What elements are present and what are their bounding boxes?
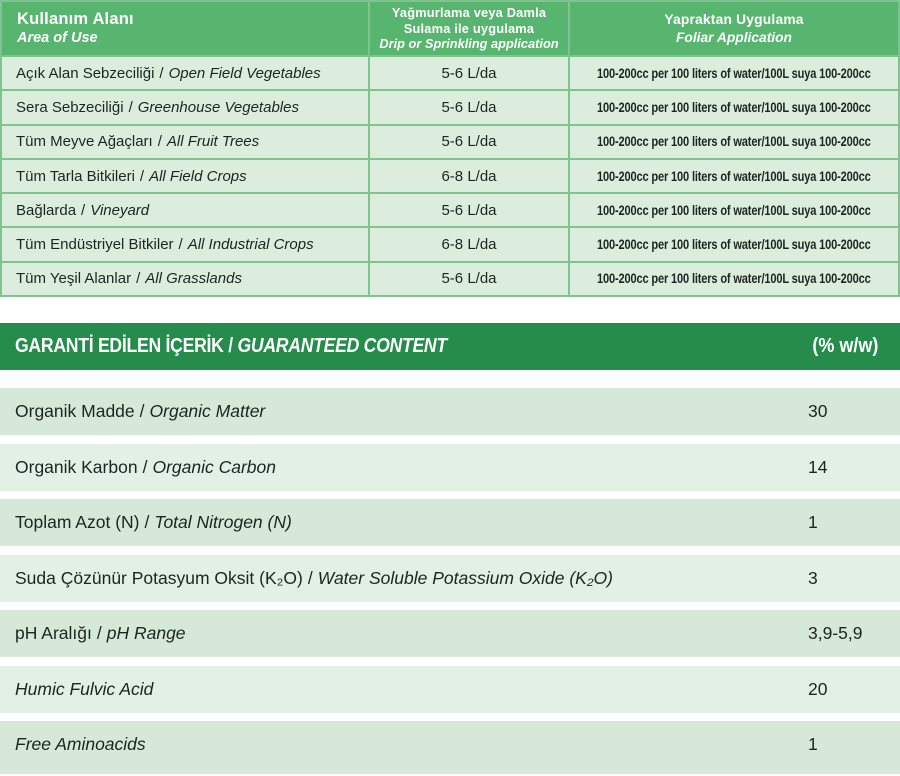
area-label-en: Vineyard (90, 201, 150, 219)
content-label-en: Organic Matter (149, 401, 266, 422)
area-label-tr: Tüm Meyve Ağaçları (16, 133, 153, 151)
content-row-total-nitrogen: Toplam Azot (N) / Total Nitrogen (N) 1 (0, 499, 900, 547)
content-value: 1 (808, 734, 818, 755)
usage-row-rate: 5-6 L/da (370, 194, 568, 227)
content-row-free-aminoacids: Free Aminoacids 1 (0, 721, 900, 775)
usage-header-area-en: Area of Use (17, 30, 98, 47)
area-label-tr: Tüm Tarla Bitkileri (16, 167, 135, 185)
content-row-organic-carbon: Organik Karbon / Organic Carbon 14 (0, 443, 900, 491)
content-unit: (% w/w) (811, 335, 878, 358)
separator: / (96, 623, 102, 644)
guaranteed-content-rows: Organik Madde / Organic Matter 30 Organik … (0, 388, 900, 775)
content-label-tr: Organik Madde (15, 401, 135, 422)
separator: / (307, 567, 313, 588)
foliar-dose-text: 100-200cc per 100 liters of water/100L s… (597, 202, 871, 218)
separator: / (159, 64, 164, 82)
guaranteed-content-header: GARANTİ EDİLEN İÇERİK / GUARANTEED CONTE… (0, 323, 900, 371)
foliar-dose-text: 100-200cc per 100 liters of water/100L s… (597, 237, 871, 253)
usage-row-rate: 5-6 L/da (370, 91, 568, 124)
usage-header-foliar-tr: Yapraktan Uygulama (664, 12, 804, 28)
content-row-humic-fulvic-acid: Humic Fulvic Acid 20 (0, 665, 900, 713)
usage-header-foliar: Yapraktan Uygulama Foliar Application (570, 2, 898, 55)
foliar-dose-text: 100-200cc per 100 liters of water/100L s… (597, 65, 871, 81)
separator: / (139, 167, 145, 185)
usage-header-drip-tr2: Sulama ile uygulama (403, 20, 535, 36)
content-row-potassium-oxide: Suda Çözünür Potasyum Oksit (K₂O) / Water … (0, 554, 900, 602)
foliar-dose-text: 100-200cc per 100 liters of water/100L s… (597, 168, 871, 184)
separator: / (81, 201, 86, 219)
content-label-en: Total Nitrogen (N) (154, 512, 292, 533)
usage-row-area: Sera Sebzeciliği / Greenhouse Vegetables (2, 91, 368, 124)
content-label-en: Free Aminoacids (15, 734, 146, 755)
usage-row-area: Açık Alan Sebzeciliği / Open Field Vegetab… (2, 57, 368, 90)
usage-row-foliar: 100-200cc per 100 liters of water/100L s… (570, 159, 898, 193)
usage-row-foliar: 100-200cc per 100 liters of water/100L s… (570, 125, 898, 158)
area-label-tr: Bağlarda (16, 201, 77, 219)
usage-row-foliar: 100-200cc per 100 liters of water/100L s… (570, 228, 898, 261)
area-label-tr: Tüm Yeşil Alanlar (16, 270, 132, 288)
content-label-en: Humic Fulvic Acid (15, 678, 154, 699)
content-value: 20 (808, 678, 828, 699)
content-value: 30 (808, 401, 828, 422)
content-label-tr: Toplam Azot (N) (15, 512, 140, 533)
content-label-tr: pH Aralığı (15, 623, 92, 644)
usage-header-area: Kullanım Alanı Area of Use (2, 2, 368, 55)
separator: / (157, 133, 162, 151)
usage-row-area: Tüm Tarla Bitkileri / All Field Crops (2, 159, 368, 193)
foliar-dose-text: 100-200cc per 100 liters of water/100L s… (597, 134, 871, 150)
usage-row-rate: 5-6 L/da (370, 262, 568, 296)
usage-row-rate: 5-6 L/da (370, 125, 568, 158)
usage-header-area-tr: Kullanım Alanı (17, 9, 134, 28)
separator: / (178, 236, 183, 254)
content-label-en: Organic Carbon (152, 456, 276, 477)
usage-row-area: Tüm Yeşil Alanlar / All Grasslands (2, 262, 368, 296)
content-value: 1 (808, 512, 818, 533)
area-label-en: Open Field Vegetables (168, 64, 321, 82)
usage-header-drip-en: Drip or Sprinkling application (379, 36, 559, 52)
separator: / (139, 401, 145, 422)
usage-row-rate: 5-6 L/da (370, 57, 568, 90)
content-row-ph-range: pH Aralığı / pH Range 3,9-5,9 (0, 610, 900, 658)
content-row-organic-matter: Organik Madde / Organic Matter 30 (0, 388, 900, 436)
area-label-en: All Industrial Crops (187, 236, 314, 254)
content-value: 3 (808, 567, 818, 588)
content-label-tr: Organik Karbon (15, 456, 138, 477)
area-label-en: All Field Crops (149, 167, 247, 185)
separator: / (144, 512, 150, 533)
content-label-en: Water Soluble Potassium Oxide (K₂O) (317, 567, 613, 588)
separator: / (142, 456, 148, 477)
content-title-en: GUARANTEED CONTENT (237, 335, 447, 358)
area-label-en: Greenhouse Vegetables (137, 98, 299, 116)
usage-row-area: Tüm Meyve Ağaçları / All Fruit Trees (2, 125, 368, 158)
content-label-tr: Suda Çözünür Potasyum Oksit (K₂O) (15, 567, 303, 588)
usage-row-foliar: 100-200cc per 100 liters of water/100L s… (570, 194, 898, 227)
usage-header-drip: Yağmurlama veya Damla Sulama ile uygulam… (370, 2, 568, 55)
usage-row-area: Bağlarda / Vineyard (2, 194, 368, 227)
usage-row-rate: 6-8 L/da (370, 159, 568, 193)
usage-row-area: Tüm Endüstriyel Bitkiler / All Industrial … (2, 228, 368, 261)
usage-row-foliar: 100-200cc per 100 liters of water/100L s… (570, 262, 898, 296)
area-label-tr: Sera Sebzeciliği (16, 98, 124, 116)
foliar-dose-text: 100-200cc per 100 liters of water/100L s… (597, 99, 871, 115)
area-label-tr: Tüm Endüstriyel Bitkiler (16, 236, 174, 254)
content-title-tr: GARANTİ EDİLEN İÇERİK / (15, 335, 233, 358)
area-label-en: All Grasslands (145, 270, 242, 288)
usage-header-foliar-en: Foliar Application (675, 29, 792, 45)
area-label-tr: Açık Alan Sebzeciliği (16, 64, 155, 82)
usage-row-foliar: 100-200cc per 100 liters of water/100L s… (570, 57, 898, 90)
content-value: 3,9-5,9 (808, 623, 863, 644)
area-label-en: All Fruit Trees (166, 133, 260, 151)
separator: / (128, 98, 133, 116)
content-value: 14 (808, 456, 828, 477)
guaranteed-content-title: GARANTİ EDİLEN İÇERİK / GUARANTEED CONTE… (15, 335, 506, 358)
usage-header-drip-tr1: Yağmurlama veya Damla (391, 4, 547, 20)
usage-row-foliar: 100-200cc per 100 liters of water/100L s… (570, 91, 898, 124)
separator: / (136, 270, 141, 288)
usage-table: Kullanım Alanı Area of Use Yağmurlama ve… (0, 0, 900, 298)
foliar-dose-text: 100-200cc per 100 liters of water/100L s… (597, 271, 871, 287)
usage-row-rate: 6-8 L/da (370, 228, 568, 261)
content-label-en: pH Range (106, 623, 186, 644)
